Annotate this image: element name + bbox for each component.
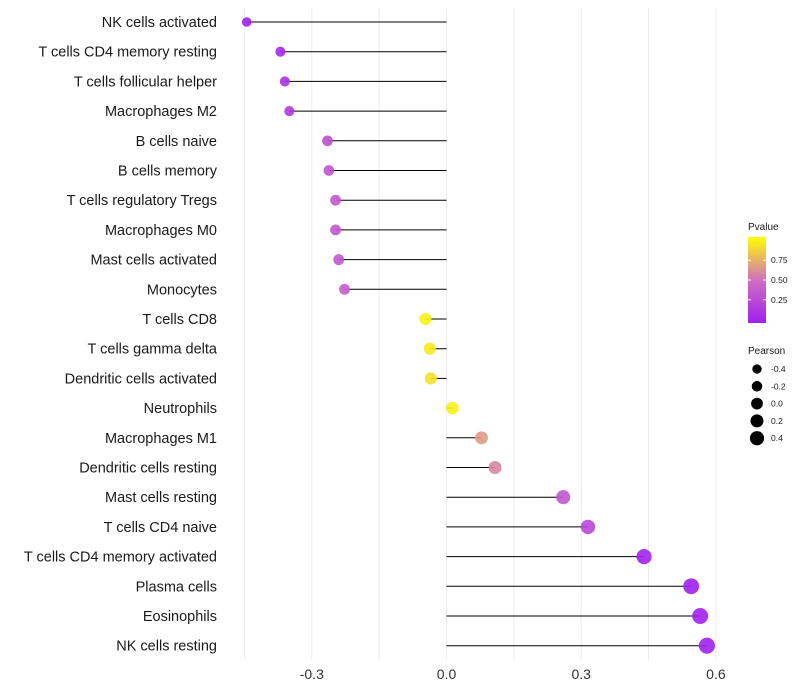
category-labels: NK cells activated T cells CD4 memory res… [24,15,218,655]
category-label: NK cells resting [116,639,217,655]
lollipop-point [333,254,345,266]
pvalue-legend: Pvalue 0.75 0.50 0.25 [748,222,788,323]
lollipop-point [339,283,351,295]
pearson-legend: Pearson -0.4 -0.2 0.0 0.2 0.4 [748,346,786,446]
size-legend-dot [751,397,763,410]
category-label: Neutrophils [144,401,217,417]
lollipop-point [419,312,432,326]
category-label: Macrophages M0 [105,223,217,239]
lollipop-point [330,224,342,236]
lollipop-point [241,17,252,27]
category-label: Macrophages M2 [105,104,217,120]
lollipop-point [556,490,571,505]
lollipop-point [279,76,290,87]
lollipop-point [580,519,596,535]
category-label: Mast cells resting [105,490,217,506]
grid-lines [243,8,717,660]
lollipop-point [683,578,700,595]
pearson-legend-title: Pearson [748,346,785,357]
lollipop-point [275,46,286,57]
lollipop-point [446,401,459,415]
lollipop-point [322,135,333,147]
size-legend-dot [752,364,762,374]
category-label: T cells CD4 memory resting [38,45,217,61]
x-tick-label: 0.6 [706,666,726,682]
category-label: T cells regulatory Tregs [67,193,217,209]
x-tick-label: 0.3 [571,666,591,682]
category-label: B cells memory [118,164,218,180]
pvalue-colorbar [748,237,766,323]
pvalue-legend-title: Pvalue [748,222,779,233]
lollipop-point [692,607,709,625]
size-legend-label: 0.2 [771,416,783,426]
category-label: T cells CD4 memory activated [24,550,217,566]
size-legend-dot [750,414,764,428]
category-label: Mast cells activated [90,253,217,269]
lollipop-stems [246,21,707,647]
x-tick-label: 0.0 [437,666,457,682]
x-axis-tick-labels: -0.3 0.0 0.3 0.6 [300,666,726,682]
size-legend-label: 0.4 [771,433,783,443]
x-tick-label: -0.3 [300,666,324,682]
category-label: Plasma cells [136,579,217,595]
lollipop-point [475,431,488,445]
lollipop-point [698,637,715,654]
lollipop-point [424,372,437,385]
category-label: T cells CD4 naive [104,520,217,536]
lollipop-point [284,106,295,117]
category-label: B cells naive [136,134,217,150]
category-label: Dendritic cells resting [79,461,217,477]
lollipop-point [323,165,335,176]
lollipop-point [488,460,502,475]
colorbar-tick-label: 0.75 [771,255,788,265]
colorbar-tick-label: 0.25 [771,295,788,305]
category-label: NK cells activated [102,15,217,31]
category-label: Eosinophils [143,609,217,625]
category-label: Dendritic cells activated [65,371,217,387]
category-label: Macrophages M1 [105,431,217,447]
size-legend-label: -0.2 [771,381,786,391]
category-label: Monocytes [147,282,217,298]
category-label: T cells gamma delta [88,342,218,358]
colorbar-tick-label: 0.50 [771,275,788,285]
size-legend-dot [751,381,763,392]
lollipop-point [330,194,342,206]
size-legend-dot [749,431,765,446]
size-legend-label: 0.0 [771,399,783,409]
category-label: T cells follicular helper [74,74,217,90]
size-legend-label: -0.4 [771,364,786,374]
lollipop-point [423,342,436,355]
category-label: T cells CD8 [142,312,217,328]
lollipop-points [241,17,715,654]
lollipop-point [636,548,652,565]
